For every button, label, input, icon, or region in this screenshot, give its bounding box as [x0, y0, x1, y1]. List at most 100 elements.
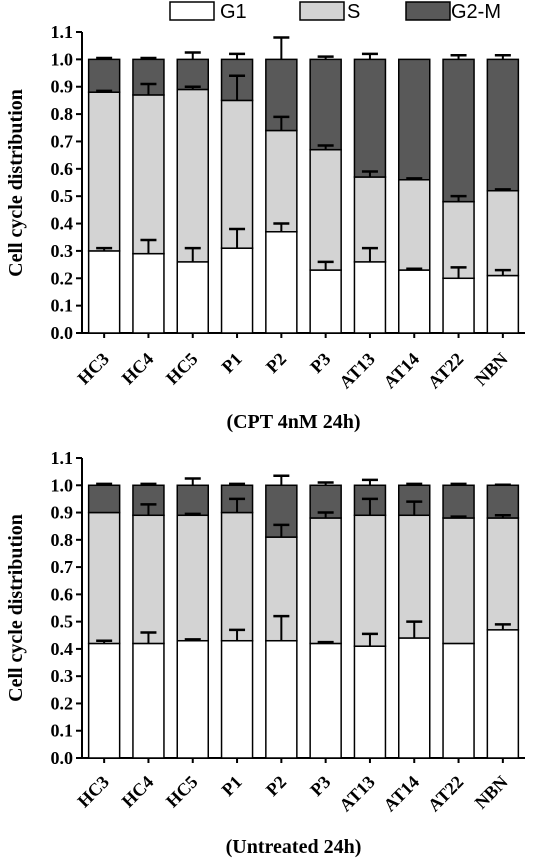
y-tick-label: 1.0 [51, 49, 74, 69]
bar-s-nbn [486, 517, 520, 631]
x-tick-label-at22: AT22 [424, 772, 468, 816]
bar-g1-at22 [442, 277, 475, 334]
bar-s-hc3 [87, 511, 121, 645]
y-tick-label: 1.1 [51, 448, 74, 468]
legend-swatch-g2-m [405, 1, 451, 21]
x-tick-label-hc3: HC3 [73, 349, 113, 389]
y-tick-label: 0.4 [51, 214, 74, 234]
bar-g2-m-hc5 [176, 484, 210, 517]
bar-s-at14 [397, 179, 431, 271]
bar-g2-m-hc5 [176, 58, 210, 91]
x-tick-label-hc5: HC5 [162, 349, 202, 389]
x-tick-label-nbn: NBN [471, 349, 512, 390]
bar-g1-hc4 [132, 252, 165, 334]
bar-s-p1 [220, 99, 254, 249]
y-tick-label: 0.5 [51, 186, 74, 206]
bar-s-at22 [442, 517, 475, 645]
x-tick-label-at13: AT13 [335, 349, 379, 393]
legend: G1 S G2-M [169, 1, 501, 23]
y-axis-title: Cell cycle distribution [5, 89, 27, 277]
bar-s-p1 [220, 511, 254, 642]
bar-g2-m-at22 [442, 58, 475, 203]
bar-s-hc4 [132, 514, 165, 645]
bar-g1-hc3 [87, 250, 121, 334]
bar-g2-m-p3 [309, 58, 342, 151]
bar-s-at14 [397, 514, 431, 639]
bar-g2-m-hc3 [87, 484, 121, 514]
y-tick-label: 0.0 [51, 748, 74, 768]
bar-g1-hc5 [176, 261, 210, 334]
y-tick-label: 1.0 [51, 475, 74, 495]
bar-g2-m-nbn [486, 484, 520, 519]
y-tick-label: 0.1 [51, 296, 74, 316]
bar-s-hc5 [176, 88, 210, 263]
bar-g2-m-hc3 [87, 58, 121, 93]
x-tick-label-hc3: HC3 [73, 772, 113, 812]
x-tick-label-at14: AT14 [379, 349, 423, 393]
y-axis-title: Cell cycle distribution [5, 514, 27, 702]
bar-g1-at13 [353, 645, 387, 759]
bar-s-hc4 [132, 94, 165, 255]
legend-label-g1: G1 [220, 1, 247, 23]
y-tick-label: 0.1 [51, 721, 74, 741]
bar-g2-m-nbn [486, 58, 520, 192]
bar-s-at22 [442, 200, 475, 280]
bar-g1-at22 [442, 642, 475, 759]
legend-label-g2-m: G2-M [451, 1, 501, 23]
bar-g1-at14 [397, 637, 431, 759]
bar-g1-hc4 [132, 642, 165, 759]
bar-g1-at13 [353, 261, 387, 334]
y-tick-label: 0.6 [51, 584, 74, 604]
x-tick-label-at14: AT14 [379, 772, 423, 816]
x-tick-label-hc4: HC4 [118, 349, 158, 389]
x-tick-label-at22: AT22 [424, 349, 468, 393]
bar-g2-m-at22 [442, 484, 475, 519]
bar-s-hc3 [87, 91, 121, 252]
x-tick-label-p1: P1 [218, 772, 246, 800]
y-tick-label: 0.9 [51, 503, 74, 523]
x-tick-label-hc5: HC5 [162, 772, 202, 812]
bar-g1-hc5 [176, 639, 210, 759]
y-tick-label: 0.6 [51, 159, 74, 179]
legend-swatch-g1 [169, 1, 215, 21]
bar-s-nbn [486, 189, 520, 277]
bar-g2-m-at14 [397, 58, 431, 181]
bar-g1-p3 [309, 642, 342, 759]
bar-g1-at14 [397, 269, 431, 334]
y-tick-label: 0.8 [51, 530, 74, 550]
bar-s-p2 [265, 129, 298, 233]
bar-g2-m-at13 [353, 58, 387, 178]
y-tick-label: 0.8 [51, 104, 74, 124]
y-tick-label: 0.9 [51, 77, 74, 97]
y-tick-label: 0.0 [51, 323, 74, 343]
bar-g1-p1 [220, 247, 254, 334]
y-tick-label: 0.2 [51, 268, 74, 288]
legend-swatch-s [299, 1, 345, 21]
bar-g1-p3 [309, 269, 342, 334]
y-tick-label: 0.3 [51, 241, 74, 261]
x-tick-label-nbn: NBN [471, 772, 512, 813]
bar-g1-nbn [486, 274, 520, 334]
chart-caption: (Untreated 24h) [226, 836, 362, 858]
y-tick-label: 0.7 [51, 557, 74, 577]
legend-label-s: S [347, 1, 360, 23]
chart-caption: (CPT 4nM 24h) [226, 411, 360, 433]
x-tick-label-at13: AT13 [335, 772, 379, 816]
bar-g1-p2 [265, 639, 298, 759]
bar-s-at13 [353, 514, 387, 647]
bar-s-p3 [309, 517, 342, 645]
y-tick-label: 0.3 [51, 666, 74, 686]
bar-s-p3 [309, 148, 342, 271]
bar-g1-nbn [486, 629, 520, 759]
y-tick-label: 0.2 [51, 693, 74, 713]
y-tick-label: 0.4 [51, 639, 74, 659]
x-tick-label-p2: P2 [262, 772, 290, 800]
y-tick-label: 1.1 [51, 22, 74, 42]
x-tick-label-hc4: HC4 [118, 772, 158, 812]
bar-g1-p2 [265, 231, 298, 334]
x-tick-label-p3: P3 [306, 349, 334, 377]
x-tick-label-p1: P1 [218, 349, 246, 377]
